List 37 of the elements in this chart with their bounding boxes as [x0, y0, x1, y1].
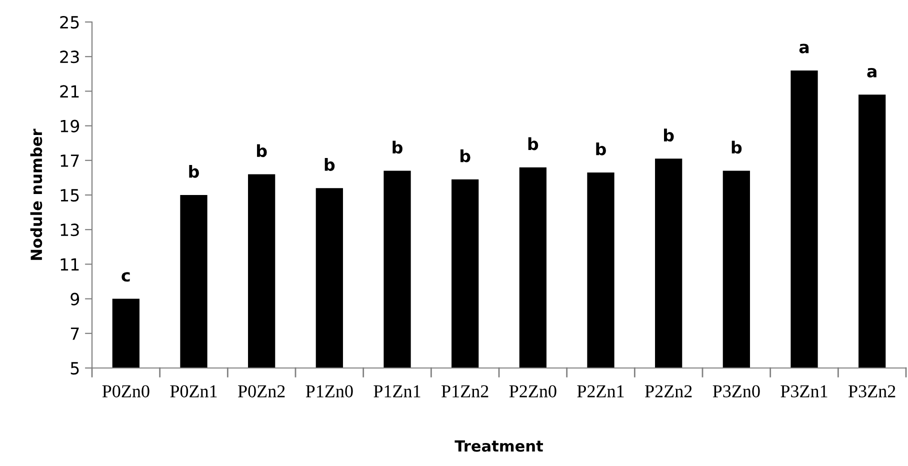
x-tick-label: P1Zn0	[306, 385, 353, 398]
x-tick-label: P3Zn1	[780, 385, 828, 398]
x-tick-label: P0Zn2	[238, 385, 285, 398]
x-tick-label: P2Zn2	[645, 385, 692, 398]
y-tick-label: 17	[60, 154, 79, 167]
x-tick-label: P2Zn1	[577, 385, 624, 398]
x-tick-label: P1Zn2	[442, 385, 488, 398]
x-tick-label: P3Zn2	[848, 385, 896, 398]
y-tick-label: 7	[70, 328, 79, 340]
annotation: b	[392, 140, 402, 154]
y-tick-label: 9	[70, 292, 80, 306]
y-tick-label: 5	[70, 362, 79, 375]
y-tick-label: 19	[60, 120, 80, 132]
annotation: a	[867, 68, 876, 78]
x-tick-label: P2Zn0	[509, 385, 556, 398]
x-tick-label: P1Zn1	[374, 385, 420, 398]
x-tick-label: P0Zn1	[170, 385, 217, 398]
y-tick-label: 21	[60, 85, 79, 98]
annotation: a	[799, 44, 809, 54]
y-tick-label: 11	[60, 258, 79, 271]
y-tick-label: 15	[60, 189, 79, 202]
annotation: b	[664, 128, 674, 142]
annotation: b	[189, 164, 199, 178]
annotation: b	[528, 137, 538, 150]
y-tick-label: 13	[60, 224, 79, 236]
y-axis-title: Nodule number	[30, 128, 42, 260]
x-tick-label: P3Zn0	[712, 385, 760, 398]
y-tick-label: 25	[60, 16, 79, 29]
annotation: b	[596, 142, 606, 156]
x-tick-label: P0Zn0	[102, 385, 150, 398]
annotation: b	[257, 144, 267, 158]
annotation: c	[122, 272, 130, 282]
y-tick-label: 23	[60, 50, 79, 64]
annotation: b	[460, 149, 470, 162]
annotation: b	[324, 158, 335, 171]
x-axis-title: Treatment	[454, 440, 544, 452]
annotation: b	[732, 140, 742, 154]
